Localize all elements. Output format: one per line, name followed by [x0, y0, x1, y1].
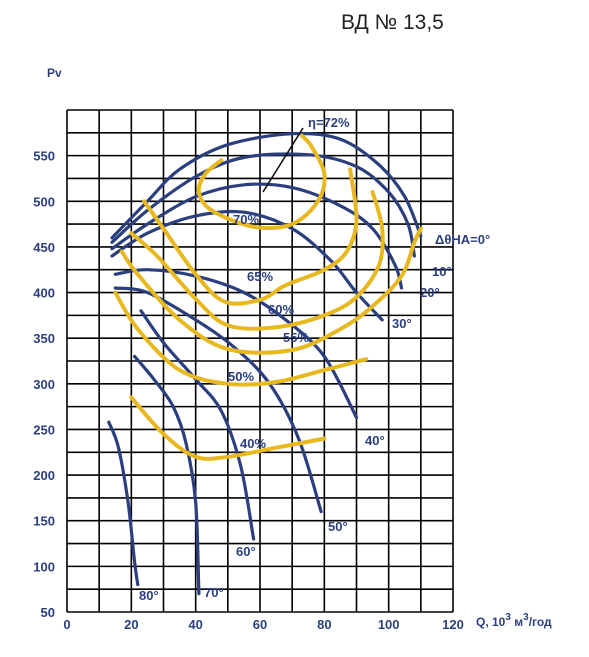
label-angle-80: 80° — [139, 588, 159, 603]
angle-curve-0 — [110, 131, 423, 240]
label-eta-72: η=72% — [308, 115, 350, 130]
angle-curves — [107, 131, 423, 596]
eta-leader-line — [262, 127, 304, 193]
efficiency-curve-4 — [113, 290, 369, 387]
angle-curve-3 — [110, 209, 384, 322]
efficiency-curve-5 — [129, 395, 327, 461]
y-tick-label: 300 — [33, 377, 55, 392]
x-axis-label-sup1: 3 — [505, 612, 511, 623]
y-tick-label: 450 — [33, 240, 55, 255]
angle-curve-7 — [133, 354, 201, 596]
y-tick-label: 400 — [33, 286, 55, 301]
efficiency-curve-2 — [129, 190, 385, 331]
label-eff-55: 55% — [283, 330, 309, 345]
y-tick-label: 200 — [33, 468, 55, 483]
x-tick-label: 20 — [124, 617, 138, 632]
x-axis-label-sup2: 3 — [523, 612, 529, 623]
chart-title: ВД № 13,5 — [341, 11, 444, 34]
y-tick-label: 100 — [33, 559, 55, 574]
angle-curve-4 — [113, 268, 359, 420]
label-angle-30: 30° — [392, 316, 412, 331]
angle-curve-5 — [113, 286, 323, 514]
label-angle-0: ΔθНА=0° — [435, 232, 490, 247]
x-axis-label-prefix: Q, 10 — [476, 615, 506, 629]
y-tick-labels: 50 100 150 200 250 300 350 400 450 500 550 — [33, 149, 55, 620]
x-tick-labels: 0 20 40 60 80 100 120 — [63, 617, 463, 632]
x-axis-label-mid: м — [511, 615, 523, 629]
angle-curve-1 — [110, 152, 416, 258]
efficiency-curve-1 — [142, 167, 359, 306]
label-eff-65: 65% — [247, 269, 273, 284]
efficiency-curve-3 — [119, 226, 423, 355]
efficiency-curves — [113, 133, 423, 461]
label-eff-50: 50% — [228, 369, 254, 384]
y-axis-label: Pv — [47, 66, 62, 80]
angle-curve-6 — [139, 309, 256, 541]
label-angle-50: 50° — [328, 519, 348, 534]
x-tick-label: 100 — [378, 617, 400, 632]
label-angle-70: 70° — [204, 585, 224, 600]
x-axis-label-suffix: /год — [529, 615, 552, 629]
label-eff-40: 40% — [240, 436, 266, 451]
label-angle-40: 40° — [365, 433, 385, 448]
x-tick-label: 120 — [442, 617, 464, 632]
x-axis-label: Q, 103 м3/год — [476, 612, 552, 629]
x-tick-label: 0 — [63, 617, 70, 632]
angle-curve-2 — [110, 182, 404, 290]
y-tick-label: 50 — [41, 605, 55, 620]
label-angle-10: 10° — [432, 264, 452, 279]
grid — [66, 109, 454, 613]
angle-curve-8 — [107, 420, 140, 587]
x-tick-label: 60 — [253, 617, 267, 632]
y-tick-label: 550 — [33, 149, 55, 164]
y-tick-label: 350 — [33, 331, 55, 346]
efficiency-curve-0 — [196, 133, 327, 231]
label-eff-70: 70% — [233, 212, 259, 227]
x-tick-label: 40 — [188, 617, 202, 632]
x-tick-label: 80 — [317, 617, 331, 632]
label-angle-60: 60° — [236, 544, 256, 559]
y-tick-label: 150 — [33, 514, 55, 529]
y-tick-label: 250 — [33, 422, 55, 437]
label-angle-20: 20° — [420, 285, 440, 300]
y-tick-label: 500 — [33, 194, 55, 209]
label-eff-60: 60% — [268, 302, 294, 317]
